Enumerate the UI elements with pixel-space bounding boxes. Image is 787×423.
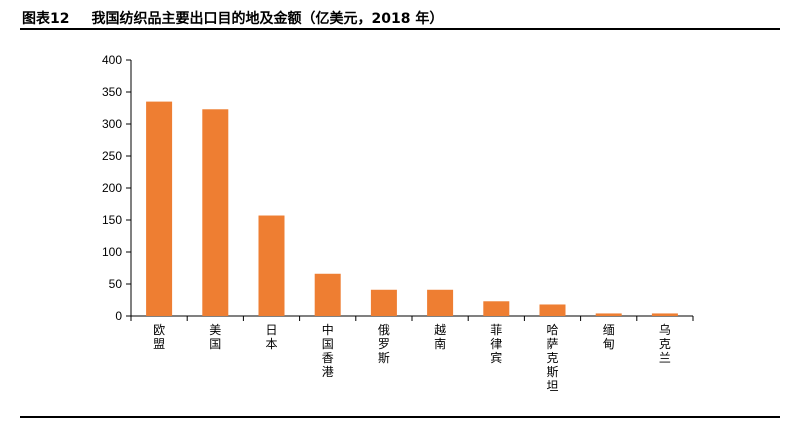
y-tick-label: 150 <box>102 213 122 227</box>
header-rule <box>20 28 780 30</box>
bar <box>595 313 622 316</box>
x-category-label: 缅甸 <box>603 323 615 351</box>
y-tick-label: 0 <box>115 309 122 323</box>
x-category-label: 哈萨克斯坦 <box>546 323 558 393</box>
figure-caption: 我国纺织品主要出口目的地及金额（亿美元，2018 年） <box>91 11 444 27</box>
figure-label: 图表12 <box>22 11 70 27</box>
bar <box>370 289 397 316</box>
bar <box>146 101 173 316</box>
y-tick-label: 100 <box>102 245 122 259</box>
x-category-label: 越南 <box>434 323 446 351</box>
y-tick-label: 400 <box>102 53 122 67</box>
footer-rule <box>20 416 780 418</box>
x-category-label: 乌克兰 <box>659 322 671 365</box>
figure-header: 图表12 我国纺织品主要出口目的地及金额（亿美元，2018 年） <box>20 0 780 28</box>
bar <box>483 301 510 316</box>
x-category-label: 俄罗斯 <box>378 323 390 365</box>
x-category-label: 美国 <box>209 323 221 351</box>
x-category-label: 日本 <box>265 323 277 351</box>
y-tick-label: 300 <box>102 117 122 131</box>
figure-title: 图表12 我国纺织品主要出口目的地及金额（亿美元，2018 年） <box>22 8 443 28</box>
bar-series <box>146 101 678 316</box>
bar <box>651 313 678 316</box>
x-category-label: 中国香港 <box>322 322 334 379</box>
bar <box>258 215 285 316</box>
y-tick-label: 350 <box>102 85 122 99</box>
bar <box>539 304 566 316</box>
bar <box>202 109 229 316</box>
bar <box>314 273 341 316</box>
y-tick-label: 200 <box>102 181 122 195</box>
y-tick-label: 250 <box>102 149 122 163</box>
x-category-label: 菲律宾 <box>490 323 502 365</box>
y-tick-label: 50 <box>109 277 123 291</box>
bar <box>427 289 454 316</box>
x-category-label: 欧盟 <box>153 323 165 351</box>
y-axis: 0 50 100 150 200 250 300 350 400 <box>102 53 132 323</box>
x-axis: 欧盟 美国 日本 中国香港 俄罗斯 越南 菲律宾 哈萨克斯坦 缅甸 乌克兰 <box>130 315 694 393</box>
